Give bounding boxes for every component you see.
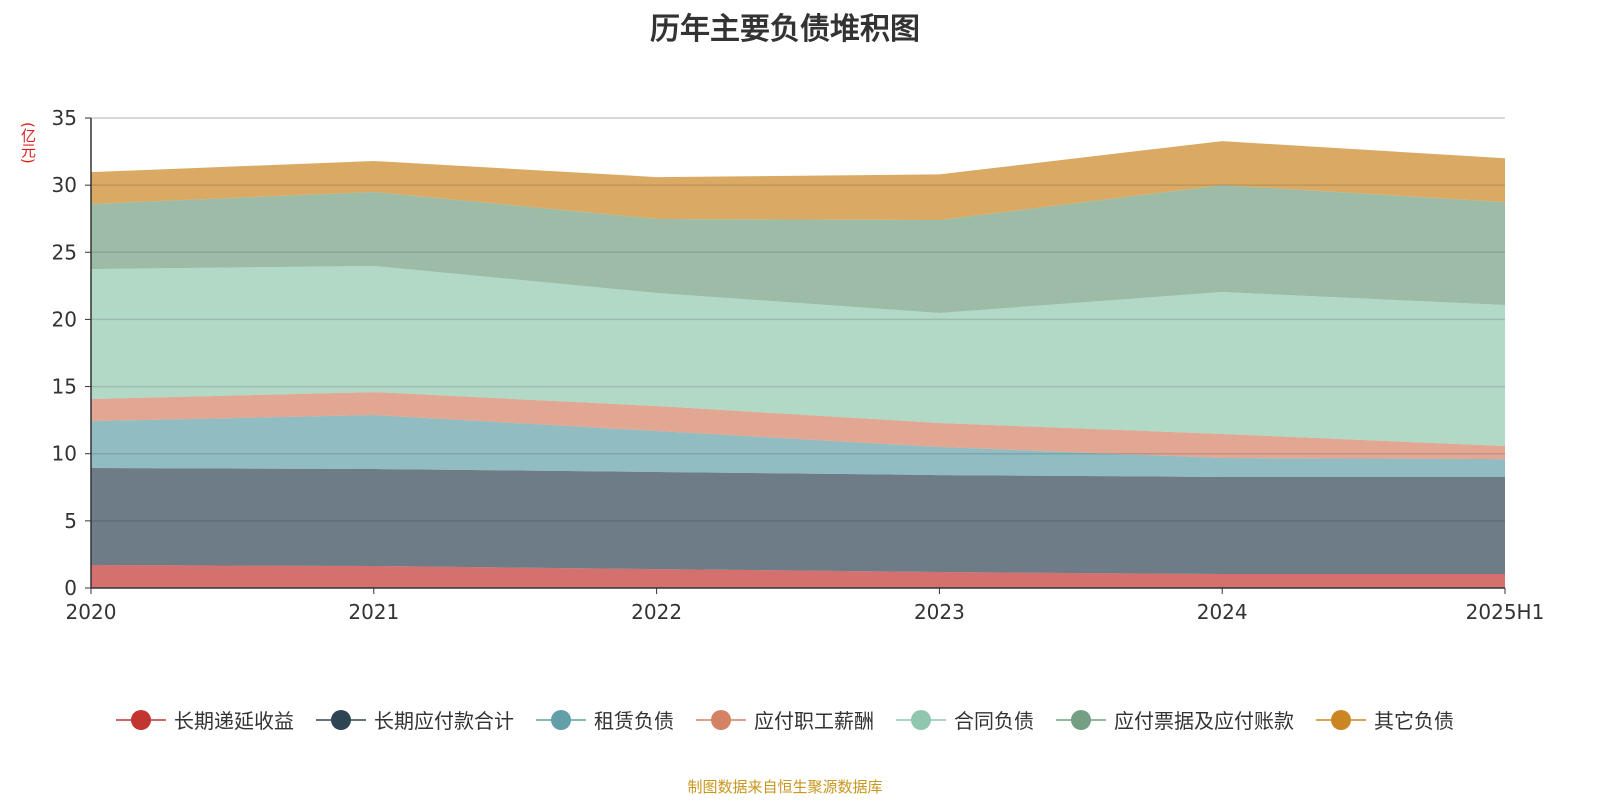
y-tick-label: 15 <box>52 375 77 399</box>
legend-item[interactable]: 其它负债 <box>1316 705 1454 734</box>
legend-marker-icon <box>1056 709 1106 730</box>
y-tick-label: 35 <box>52 106 77 130</box>
legend-item[interactable]: 合同负债 <box>896 705 1034 734</box>
legend-label: 租赁负债 <box>594 709 674 733</box>
stacked-area-chart: 0 5 10 15 20 25 30 35 2020 2021 2022 2023 2024 2025H1 <box>52 106 1545 624</box>
legend-label: 长期应付款合计 <box>374 709 514 733</box>
x-tick-label: 2020 <box>66 600 117 624</box>
legend-label: 合同负债 <box>954 709 1034 733</box>
y-tick-label: 5 <box>64 509 77 533</box>
y-tick-label: 25 <box>52 240 77 264</box>
area-5 <box>91 185 1505 313</box>
area-4 <box>91 265 1505 447</box>
y-tick-label: 10 <box>52 442 77 466</box>
y-tick-label: 30 <box>52 173 77 197</box>
x-tick-label: 2022 <box>631 600 682 624</box>
legend-label: 其它负债 <box>1374 709 1454 733</box>
legend-item[interactable]: 应付职工薪酬 <box>696 705 874 734</box>
x-tick-label: 2024 <box>1197 600 1248 624</box>
legend-item[interactable]: 应付票据及应付账款 <box>1056 705 1294 734</box>
x-tick-label: 2023 <box>914 600 965 624</box>
legend-marker-icon <box>896 709 946 730</box>
legend-marker-icon <box>116 709 166 730</box>
area-2 <box>91 415 1505 477</box>
area-1 <box>91 467 1505 575</box>
legend: 长期递延收益 长期应付款合计 租赁负债 应付职工薪酬 合同负债 应付票据及应付账款 其它负债 <box>0 705 1570 734</box>
area-6 <box>91 141 1505 221</box>
area-0 <box>91 565 1505 588</box>
legend-item[interactable]: 租赁负债 <box>536 705 674 734</box>
legend-marker-icon <box>1316 709 1366 730</box>
area-3 <box>91 392 1505 460</box>
legend-label: 应付票据及应付账款 <box>1114 709 1294 733</box>
legend-marker-icon <box>696 709 746 730</box>
chart-title: 历年主要负债堆积图 <box>650 12 920 47</box>
y-axis-unit-label: (亿元) <box>19 122 37 164</box>
legend-item[interactable]: 长期应付款合计 <box>316 705 514 734</box>
legend-marker-icon <box>536 709 586 730</box>
legend-label: 长期递延收益 <box>174 709 294 733</box>
legend-label: 应付职工薪酬 <box>754 709 874 733</box>
y-tick-label: 0 <box>64 576 77 600</box>
data-source-note: 制图数据来自恒生聚源数据库 <box>687 778 883 796</box>
x-tick-label: 2021 <box>348 600 399 624</box>
x-tick-label: 2025H1 <box>1466 600 1545 624</box>
legend-marker-icon <box>316 709 366 730</box>
y-tick-label: 20 <box>52 307 77 331</box>
legend-item[interactable]: 长期递延收益 <box>116 705 294 734</box>
